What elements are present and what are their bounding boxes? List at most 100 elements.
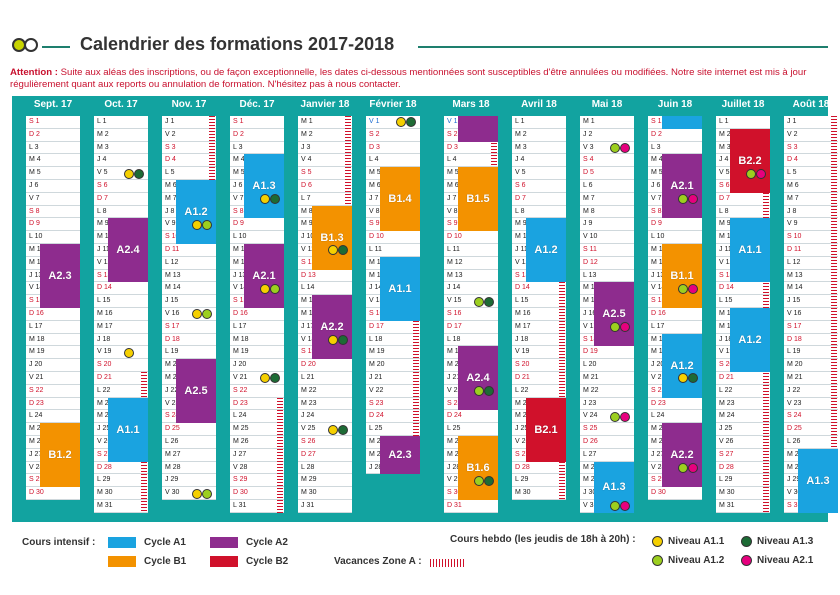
course-label: A1.1 [116, 423, 140, 436]
legend-dot-a12-icon [652, 555, 663, 566]
day-cell: D 11 [784, 244, 838, 257]
day-cell: D 28 [716, 462, 770, 475]
day-cell: S 4 [580, 154, 634, 168]
course-label: A2.5 [184, 385, 208, 398]
weekly-level-dot-icon [270, 194, 280, 205]
day-cell: V 2 [784, 129, 838, 142]
day-cell: M 30 [94, 487, 148, 500]
day-cell: J 22 [784, 385, 838, 398]
course-block: A2.5 [594, 282, 634, 347]
day-cell: M 3 [94, 142, 148, 155]
day-cell: M 17 [512, 321, 566, 334]
day-cell: L 19 [784, 346, 838, 360]
day-cell: M 19 [26, 346, 80, 360]
day-cell: M 14 [162, 282, 216, 296]
weekly-level-dot-icon [610, 501, 620, 512]
day-cell: L 8 [94, 206, 148, 219]
course-block [458, 116, 498, 142]
day-cell: M 30 [716, 487, 770, 500]
course-label: A1.2 [738, 334, 762, 346]
course-block: A1.3 [798, 448, 838, 513]
day-cell: L 18 [444, 334, 498, 347]
day-cell: V 25 [298, 423, 352, 436]
month-header: Juillet 18 [721, 99, 765, 110]
day-cell: V 1 [366, 116, 420, 129]
weekly-level-dot-icon [396, 117, 406, 128]
day-cell: L 20 [580, 359, 634, 372]
day-cell: M 30 [298, 487, 352, 500]
day-cell: D 9 [230, 218, 284, 232]
day-cell: J 6 [26, 180, 80, 193]
course-label: B1.2 [48, 449, 72, 462]
day-cell: L 10 [230, 231, 284, 244]
month-header: Juin 18 [657, 99, 693, 110]
day-cell: L 3 [648, 142, 702, 155]
weekly-level-dot-icon [338, 424, 348, 435]
day-cell: V 5 [94, 167, 148, 180]
month-header: Déc. 17 [239, 99, 275, 110]
course-block: B1.4 [380, 167, 420, 232]
legend-dot-a13-icon [741, 536, 752, 547]
month-header: Février 18 [369, 99, 417, 110]
course-block: B1.2 [40, 423, 80, 488]
day-cell: L 29 [94, 474, 148, 488]
course-block: A1.1 [730, 218, 770, 283]
legend-swatch-a1 [108, 537, 136, 548]
weekly-level-dot-icon [484, 296, 494, 307]
day-cell: S 17 [162, 321, 216, 334]
day-cell: D 18 [162, 334, 216, 347]
day-cell: D 17 [366, 321, 420, 334]
day-cell: D 23 [230, 398, 284, 411]
day-cell: M 31 [94, 500, 148, 513]
day-cell: M 7 [784, 193, 838, 206]
weekly-level-dot-icon [474, 386, 484, 397]
day-cell: L 4 [444, 154, 498, 168]
day-cell: D 14 [716, 282, 770, 296]
day-cell: M 20 [366, 359, 420, 372]
course-block: A2.3 [380, 436, 420, 475]
legend-cours-intensif-label: Cours intensif : [22, 537, 96, 548]
weekly-level-dot-icon [474, 475, 484, 486]
day-cell: D 6 [298, 180, 352, 193]
course-label: B1.1 [670, 270, 694, 282]
day-cell: L 27 [580, 449, 634, 462]
day-cell: L 7 [298, 193, 352, 206]
course-label: A2.5 [602, 308, 626, 321]
course-label: A2.4 [466, 372, 490, 385]
day-cell: M 22 [580, 385, 634, 398]
day-cell: M 18 [26, 334, 80, 347]
course-block: B1.3 [312, 205, 352, 270]
day-cell: D 25 [162, 423, 216, 436]
weekly-level-dot-icon [688, 194, 698, 205]
course-label: A2.3 [48, 270, 72, 282]
day-cell: M 13 [444, 270, 498, 283]
day-cell: M 12 [444, 257, 498, 270]
legend-cycle-b2: Cycle B2 [246, 556, 289, 567]
day-cell: M 19 [230, 346, 284, 360]
day-cell: D 12 [580, 257, 634, 270]
course-label: A2.3 [388, 449, 412, 462]
legend-niveau-a13: Niveau A1.3 [757, 536, 814, 547]
month-header: Janvier 18 [300, 99, 350, 110]
day-cell: D 4 [162, 154, 216, 168]
day-cell: L 1 [94, 116, 148, 129]
day-cell: M 5 [26, 167, 80, 180]
day-cell: L 25 [444, 423, 498, 436]
day-cell: S 8 [26, 206, 80, 219]
course-block: B2.1 [526, 397, 566, 462]
day-cell: L 21 [298, 372, 352, 385]
day-cell: S 10 [784, 231, 838, 244]
day-cell: M 21 [580, 372, 634, 385]
day-cell: D 27 [298, 449, 352, 462]
weekly-level-dot-icon [620, 411, 630, 422]
course-label: B1.4 [388, 193, 412, 206]
weekly-level-dot-icon [406, 117, 416, 128]
header-dot-outline-icon [24, 38, 38, 52]
day-cell: S 6 [94, 180, 148, 193]
day-cell: D 16 [648, 308, 702, 321]
